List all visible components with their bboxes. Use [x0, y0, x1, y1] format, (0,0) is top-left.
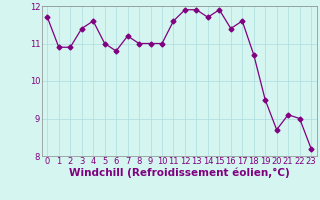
X-axis label: Windchill (Refroidissement éolien,°C): Windchill (Refroidissement éolien,°C) — [69, 168, 290, 178]
